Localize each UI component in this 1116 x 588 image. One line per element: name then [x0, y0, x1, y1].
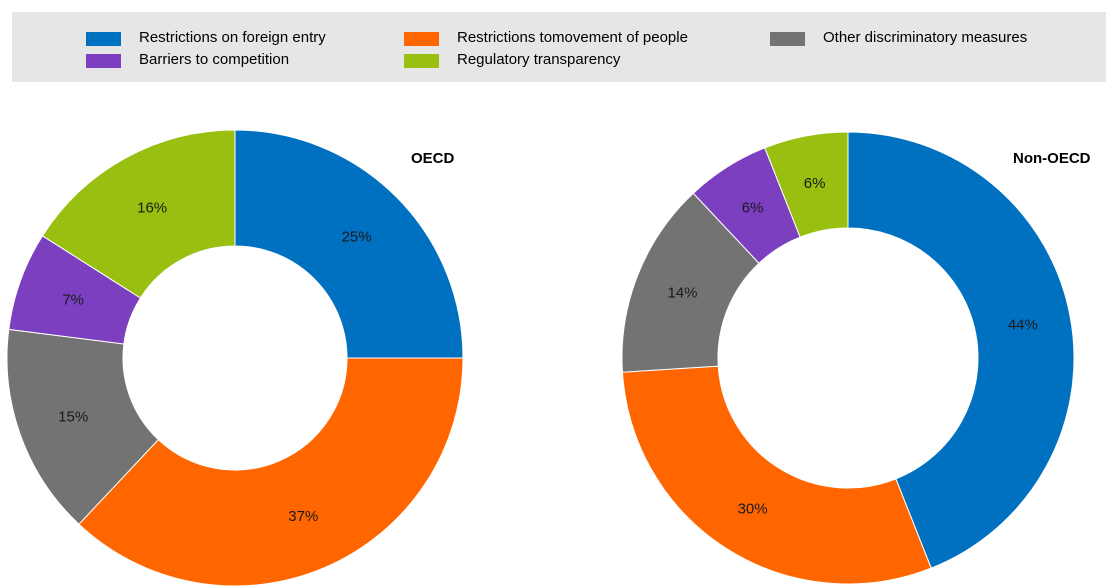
- legend-label: Barriers to competition: [139, 51, 290, 68]
- legend-label: Restrictions on foreign entry: [139, 29, 326, 46]
- legend-swatch: [86, 54, 121, 68]
- legend-swatch: [404, 54, 439, 68]
- slice-label-restrictions-on-foreign-entry: 25%: [342, 228, 372, 245]
- slice-label-barriers-to-competition: 6%: [742, 200, 764, 217]
- slice-other-discriminatory-measures: [6, 328, 160, 525]
- legend-label: Other discriminatory measures: [823, 29, 1028, 46]
- slice-label-restrictions-on-foreign-entry: 44%: [1008, 317, 1038, 334]
- donut-chart-non-oecd: 44% 30% 14% 6% 6%: [621, 131, 1075, 585]
- legend-swatch: [770, 32, 805, 46]
- donut-chart-oecd: 25% 37% 15% 7% 16%: [6, 129, 464, 587]
- slice-label-barriers-to-competition: 7%: [62, 292, 84, 309]
- legend-label: Restrictions tomovement of people: [457, 29, 688, 46]
- chart-title-oecd: OECD: [411, 150, 455, 167]
- slice-label-regulatory-transparency: 6%: [804, 175, 826, 192]
- slice-restrictions-on-foreign-entry: [847, 131, 1075, 569]
- slice-restrictions-tomovement-of-people: [78, 357, 464, 587]
- chart-title-non-oecd: Non-OECD: [1013, 150, 1091, 167]
- slice-label-regulatory-transparency: 16%: [137, 199, 167, 216]
- slice-restrictions-on-foreign-entry: [234, 129, 464, 359]
- legend: Restrictions on foreign entry Restrictio…: [12, 12, 1106, 82]
- slice-label-restrictions-tomovement-of-people: 30%: [738, 500, 768, 517]
- slice-label-other-discriminatory-measures: 14%: [667, 284, 697, 301]
- legend-swatch: [404, 32, 439, 46]
- slice-label-restrictions-tomovement-of-people: 37%: [288, 508, 318, 525]
- slice-regulatory-transparency: [41, 129, 236, 299]
- slice-regulatory-transparency: [764, 131, 849, 238]
- legend-swatch: [86, 32, 121, 46]
- slice-label-other-discriminatory-measures: 15%: [58, 408, 88, 425]
- legend-label: Regulatory transparency: [457, 51, 621, 68]
- slice-restrictions-tomovement-of-people: [621, 365, 932, 585]
